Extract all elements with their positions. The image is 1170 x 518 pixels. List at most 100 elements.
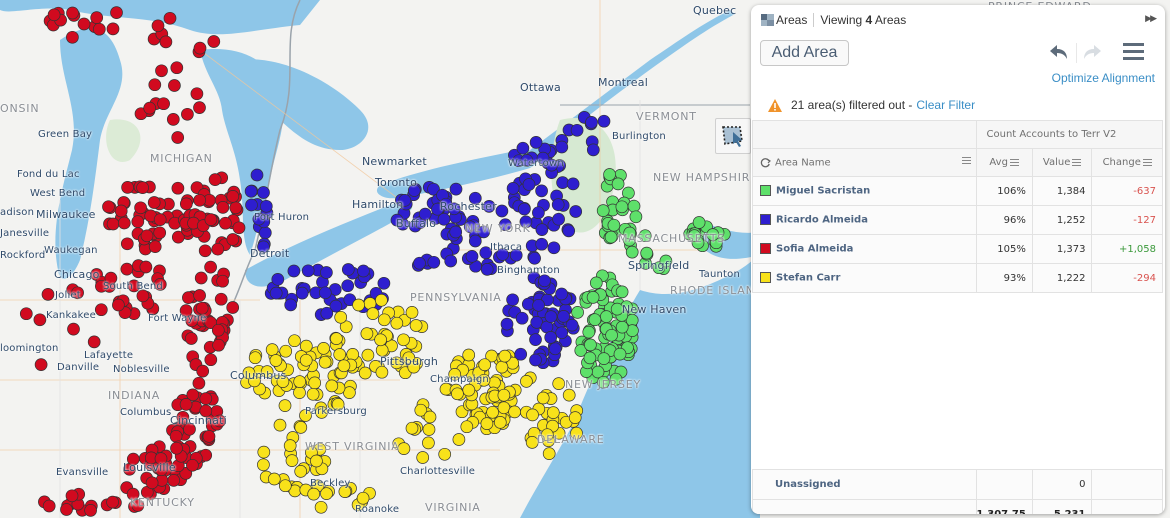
column-menu-icon[interactable] (1072, 158, 1082, 166)
account-marker[interactable] (293, 375, 307, 388)
account-marker[interactable] (308, 376, 322, 390)
account-marker[interactable] (552, 377, 566, 390)
optimize-alignment-link[interactable]: Optimize Alignment (1051, 71, 1155, 85)
account-marker[interactable] (357, 264, 370, 278)
areas-tab-label[interactable]: Areas (776, 13, 808, 27)
account-marker[interactable] (163, 11, 177, 25)
account-marker[interactable] (352, 298, 365, 312)
account-marker[interactable] (390, 316, 404, 330)
account-marker[interactable] (269, 354, 283, 367)
account-marker[interactable] (190, 87, 204, 101)
account-marker[interactable] (486, 405, 499, 419)
clear-filter-link[interactable]: Clear Filter (916, 98, 976, 112)
account-marker[interactable] (477, 225, 491, 239)
account-marker[interactable] (95, 279, 108, 293)
account-marker[interactable] (480, 263, 494, 276)
account-marker[interactable] (169, 429, 183, 443)
column-header-value[interactable]: Value (1031, 148, 1093, 177)
account-marker[interactable] (337, 359, 351, 373)
account-marker[interactable] (495, 360, 509, 374)
account-marker[interactable] (343, 386, 356, 399)
account-marker[interactable] (208, 173, 222, 186)
area-name-cell[interactable]: Sofia Almeida (752, 234, 977, 264)
account-marker[interactable] (166, 113, 180, 126)
account-marker[interactable] (398, 194, 412, 207)
account-marker[interactable] (283, 439, 297, 452)
account-marker[interactable] (405, 306, 419, 319)
account-marker[interactable] (244, 184, 258, 198)
account-marker[interactable] (427, 182, 440, 196)
account-marker[interactable] (112, 298, 125, 312)
account-marker[interactable] (427, 255, 441, 269)
account-marker[interactable] (586, 291, 600, 304)
account-marker[interactable] (341, 279, 355, 293)
account-marker[interactable] (199, 392, 213, 405)
account-marker[interactable] (570, 426, 583, 440)
account-marker[interactable] (216, 201, 230, 214)
account-marker[interactable] (582, 325, 596, 339)
account-marker[interactable] (615, 285, 629, 299)
account-marker[interactable] (522, 178, 536, 191)
account-marker[interactable] (71, 286, 84, 300)
account-marker[interactable] (611, 177, 625, 191)
account-marker[interactable] (325, 379, 339, 393)
account-marker[interactable] (145, 476, 159, 490)
account-marker[interactable] (397, 442, 411, 455)
account-marker[interactable] (226, 301, 240, 314)
account-marker[interactable] (265, 343, 279, 356)
account-marker[interactable] (449, 225, 463, 239)
account-marker[interactable] (117, 216, 131, 230)
account-marker[interactable] (179, 197, 193, 211)
account-marker[interactable] (375, 293, 388, 307)
account-marker[interactable] (310, 454, 323, 468)
account-marker[interactable] (193, 41, 207, 55)
account-marker[interactable] (106, 495, 119, 509)
account-marker[interactable] (278, 399, 292, 412)
account-marker[interactable] (269, 286, 283, 300)
account-marker[interactable] (615, 320, 629, 334)
account-marker[interactable] (171, 181, 185, 195)
account-marker[interactable] (460, 420, 474, 434)
account-marker[interactable] (90, 11, 104, 24)
account-marker[interactable] (615, 200, 629, 214)
account-marker[interactable] (285, 454, 299, 467)
account-marker[interactable] (67, 322, 80, 336)
account-marker[interactable] (497, 401, 511, 415)
account-marker[interactable] (361, 348, 375, 362)
account-marker[interactable] (706, 228, 720, 241)
column-menu-icon[interactable] (961, 157, 971, 164)
collapse-panel-button[interactable]: ▶▶ (1145, 13, 1157, 24)
account-marker[interactable] (320, 487, 333, 500)
account-marker[interactable] (625, 245, 639, 259)
account-marker[interactable] (306, 387, 320, 401)
account-marker[interactable] (179, 304, 193, 317)
account-marker[interactable] (66, 6, 79, 20)
account-marker[interactable] (439, 197, 453, 211)
account-marker[interactable] (529, 136, 543, 149)
account-marker[interactable] (295, 286, 309, 300)
column-header-avg[interactable]: Avg (975, 148, 1033, 177)
account-marker[interactable] (171, 131, 185, 144)
account-marker[interactable] (114, 204, 128, 218)
account-marker[interactable] (535, 184, 548, 198)
account-marker[interactable] (204, 213, 218, 226)
account-marker[interactable] (397, 333, 410, 347)
account-marker[interactable] (520, 375, 533, 388)
account-marker[interactable] (259, 199, 273, 213)
account-marker[interactable] (331, 398, 345, 411)
account-marker[interactable] (517, 202, 531, 216)
account-marker[interactable] (555, 287, 568, 301)
account-marker[interactable] (193, 193, 207, 207)
account-marker[interactable] (536, 151, 550, 165)
account-marker[interactable] (588, 313, 602, 327)
account-marker[interactable] (544, 310, 558, 323)
account-marker[interactable] (692, 216, 706, 229)
column-menu-icon[interactable] (1009, 158, 1019, 166)
account-marker[interactable] (508, 405, 521, 419)
account-marker[interactable] (497, 388, 511, 402)
account-marker[interactable] (185, 314, 199, 328)
account-marker[interactable] (284, 298, 298, 312)
account-marker[interactable] (569, 205, 583, 218)
account-marker[interactable] (528, 251, 541, 265)
account-marker[interactable] (570, 123, 584, 137)
